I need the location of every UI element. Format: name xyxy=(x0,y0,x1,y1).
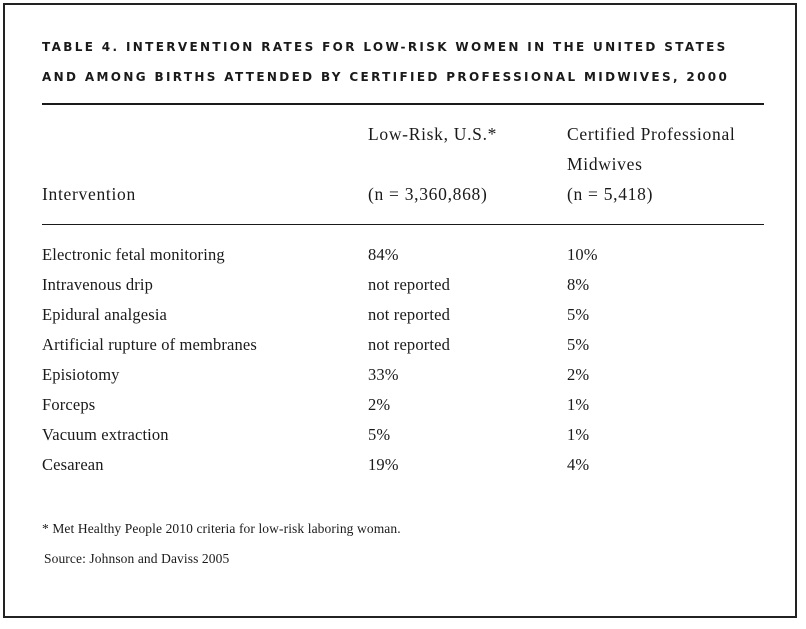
header-cpm-label-line-2: Midwives xyxy=(567,154,643,174)
row-cpm-value: 1% xyxy=(567,395,590,414)
row-cpm-value: 1% xyxy=(567,425,590,444)
table-footnote: * Met Healthy People 2010 criteria for l… xyxy=(42,521,401,536)
row-intervention: Artificial rupture of membranes xyxy=(42,335,257,354)
header-cpm-label-line-1: Certified Professional xyxy=(567,124,736,144)
row-lowrisk-value: 33% xyxy=(368,365,399,384)
title-divider xyxy=(42,103,764,105)
table-title-line-2: AND AMONG BIRTHS ATTENDED BY CERTIFIED P… xyxy=(42,70,730,84)
row-intervention: Cesarean xyxy=(42,455,104,474)
row-cpm-value: 4% xyxy=(567,455,590,474)
row-cpm-value: 2% xyxy=(567,365,590,384)
row-lowrisk-value: 5% xyxy=(368,425,391,444)
row-lowrisk-value: 84% xyxy=(368,245,399,264)
row-cpm-value: 10% xyxy=(567,245,598,264)
row-intervention: Episiotomy xyxy=(42,365,120,384)
row-lowrisk-value: 2% xyxy=(368,395,391,414)
row-lowrisk-value: not reported xyxy=(368,335,450,354)
row-intervention: Intravenous drip xyxy=(42,275,153,294)
row-intervention: Vacuum extraction xyxy=(42,425,169,444)
row-intervention: Electronic fetal monitoring xyxy=(42,245,225,264)
header-lowrisk-count: (n = 3,360,868) xyxy=(368,184,488,204)
row-cpm-value: 8% xyxy=(567,275,590,294)
row-lowrisk-value: not reported xyxy=(368,305,450,324)
row-cpm-value: 5% xyxy=(567,335,590,354)
header-cpm-count: (n = 5,418) xyxy=(567,184,654,204)
header-lowrisk-label: Low-Risk, U.S.* xyxy=(368,124,498,144)
row-lowrisk-value: 19% xyxy=(368,455,399,474)
row-lowrisk-value: not reported xyxy=(368,275,450,294)
row-cpm-value: 5% xyxy=(567,305,590,324)
row-intervention: Forceps xyxy=(42,395,96,414)
header-intervention: Intervention xyxy=(42,184,136,204)
header-divider xyxy=(42,224,764,225)
table-frame xyxy=(3,3,797,618)
table-title-line-1: TABLE 4. INTERVENTION RATES FOR LOW-RISK… xyxy=(42,40,728,54)
row-intervention: Epidural analgesia xyxy=(42,305,168,324)
table-source: Source: Johnson and Daviss 2005 xyxy=(44,551,230,566)
